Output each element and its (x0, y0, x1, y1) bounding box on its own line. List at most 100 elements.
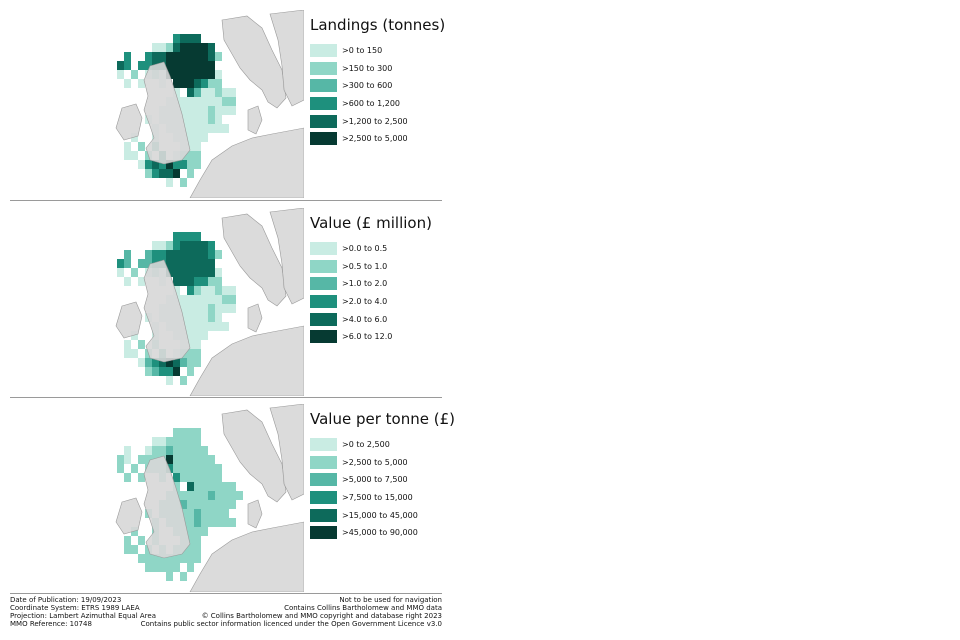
map-grid-cell (180, 34, 187, 43)
land-shape (269, 404, 304, 501)
map-grid-cell (187, 509, 194, 518)
map-grid-cell (159, 358, 166, 367)
map-grid-cell (173, 61, 180, 70)
map-grid-cell (208, 277, 215, 286)
map-grid-cell (201, 473, 208, 482)
map-grid-cell (138, 142, 145, 151)
map-grid-cell (159, 367, 166, 376)
map-grid-cell (201, 313, 208, 322)
map-grid-cell (187, 52, 194, 61)
map-grid-cell (173, 34, 180, 43)
map-grid-cell (208, 322, 215, 331)
map-grid-cell (194, 446, 201, 455)
map-grid-cell (138, 79, 145, 88)
map-grid-cell (194, 340, 201, 349)
land-shape (143, 61, 191, 165)
map-grid-cell (194, 536, 201, 545)
land-shape (115, 301, 143, 339)
map-grid-cell (222, 322, 229, 331)
map-grid-cell (138, 61, 145, 70)
map-grid-cell (222, 88, 229, 97)
value-map (72, 208, 304, 396)
landings-legend-title: Landings (tonnes) (310, 16, 446, 34)
map-grid-cell (222, 295, 229, 304)
legend-swatch (310, 277, 337, 291)
map-grid-cell (180, 250, 187, 259)
map-grid-cell (215, 52, 222, 61)
map-grid-cell (187, 464, 194, 473)
map-grid-cell (138, 455, 145, 464)
map-grid-cell (173, 160, 180, 169)
value-per-tonne-map-svg (115, 404, 304, 592)
map-grid-cell (180, 446, 187, 455)
map-grid-cell (180, 358, 187, 367)
map-grid-cell (187, 286, 194, 295)
map-grid-cell (124, 277, 131, 286)
map-grid-cell (187, 500, 194, 509)
map-grid-cell (124, 446, 131, 455)
legend-swatch (310, 259, 337, 273)
map-grid-cell (117, 268, 124, 277)
map-grid-cell (124, 142, 131, 151)
map-grid-cell (187, 250, 194, 259)
map-grid-cell (208, 286, 215, 295)
map-grid-cell (194, 133, 201, 142)
map-grid-cell (229, 304, 236, 313)
map-grid-cell (187, 313, 194, 322)
map-grid-cell (152, 554, 159, 563)
value-per-tonne-panel: Value per tonne (£) >0 to 2,500 >2,500 t… (10, 404, 455, 594)
map-grid-cell (187, 43, 194, 52)
map-grid-cell (208, 500, 215, 509)
map-grid-cell (173, 563, 180, 572)
map-grid-cell (201, 133, 208, 142)
legend-label: >150 to 300 (342, 63, 393, 73)
mmo-reference: MMO Reference: 10748 (10, 620, 92, 628)
map-grid-cell (166, 376, 173, 385)
map-grid-cell (180, 241, 187, 250)
map-grid-cell (131, 545, 138, 554)
map-grid-cell (208, 124, 215, 133)
map-grid-cell (194, 349, 201, 358)
legend-label: >4.0 to 6.0 (342, 314, 388, 324)
map-grid-cell (145, 563, 152, 572)
map-grid-cell (229, 491, 236, 500)
map-grid-cell (208, 106, 215, 115)
map-grid-cell (152, 52, 159, 61)
legend-entry: >4.0 to 6.0 (310, 310, 444, 328)
map-grid-cell (208, 70, 215, 79)
panel-divider (10, 200, 442, 201)
map-grid-cell (194, 428, 201, 437)
map-grid-cell (166, 250, 173, 259)
map-grid-cell (159, 169, 166, 178)
map-grid-cell (124, 455, 131, 464)
legend-label: >2,500 to 5,000 (342, 134, 408, 144)
map-grid-cell (201, 268, 208, 277)
map-grid-cell (180, 70, 187, 79)
legend-swatch (310, 491, 337, 505)
map-grid-cell (138, 277, 145, 286)
map-grid-cell (194, 124, 201, 133)
legend-entry: >7,500 to 15,000 (310, 489, 444, 507)
map-grid-cell (166, 358, 173, 367)
legend-entry: >5,000 to 7,500 (310, 471, 444, 489)
map-grid-cell (194, 286, 201, 295)
map-grid-cell (194, 250, 201, 259)
map-grid-cell (201, 455, 208, 464)
map-grid-cell (173, 482, 180, 491)
map-grid-cell (173, 241, 180, 250)
map-grid-cell (194, 97, 201, 106)
legend-entry: >1,200 to 2,500 (310, 112, 444, 130)
map-grid-cell (131, 70, 138, 79)
legend-entry: >0 to 150 (310, 42, 444, 60)
map-grid-cell (145, 367, 152, 376)
map-grid-cell (208, 88, 215, 97)
map-grid-cell (194, 545, 201, 554)
map-grid-cell (166, 178, 173, 187)
map-grid-cell (152, 367, 159, 376)
legend-label: >45,000 to 90,000 (342, 528, 418, 538)
map-grid-cell (180, 428, 187, 437)
value-panel: Value (£ million) >0.0 to 0.5 >0.5 to 1.… (10, 208, 442, 398)
map-grid-cell (201, 295, 208, 304)
map-grid-cell (187, 340, 194, 349)
legend-entry: >15,000 to 45,000 (310, 506, 444, 524)
